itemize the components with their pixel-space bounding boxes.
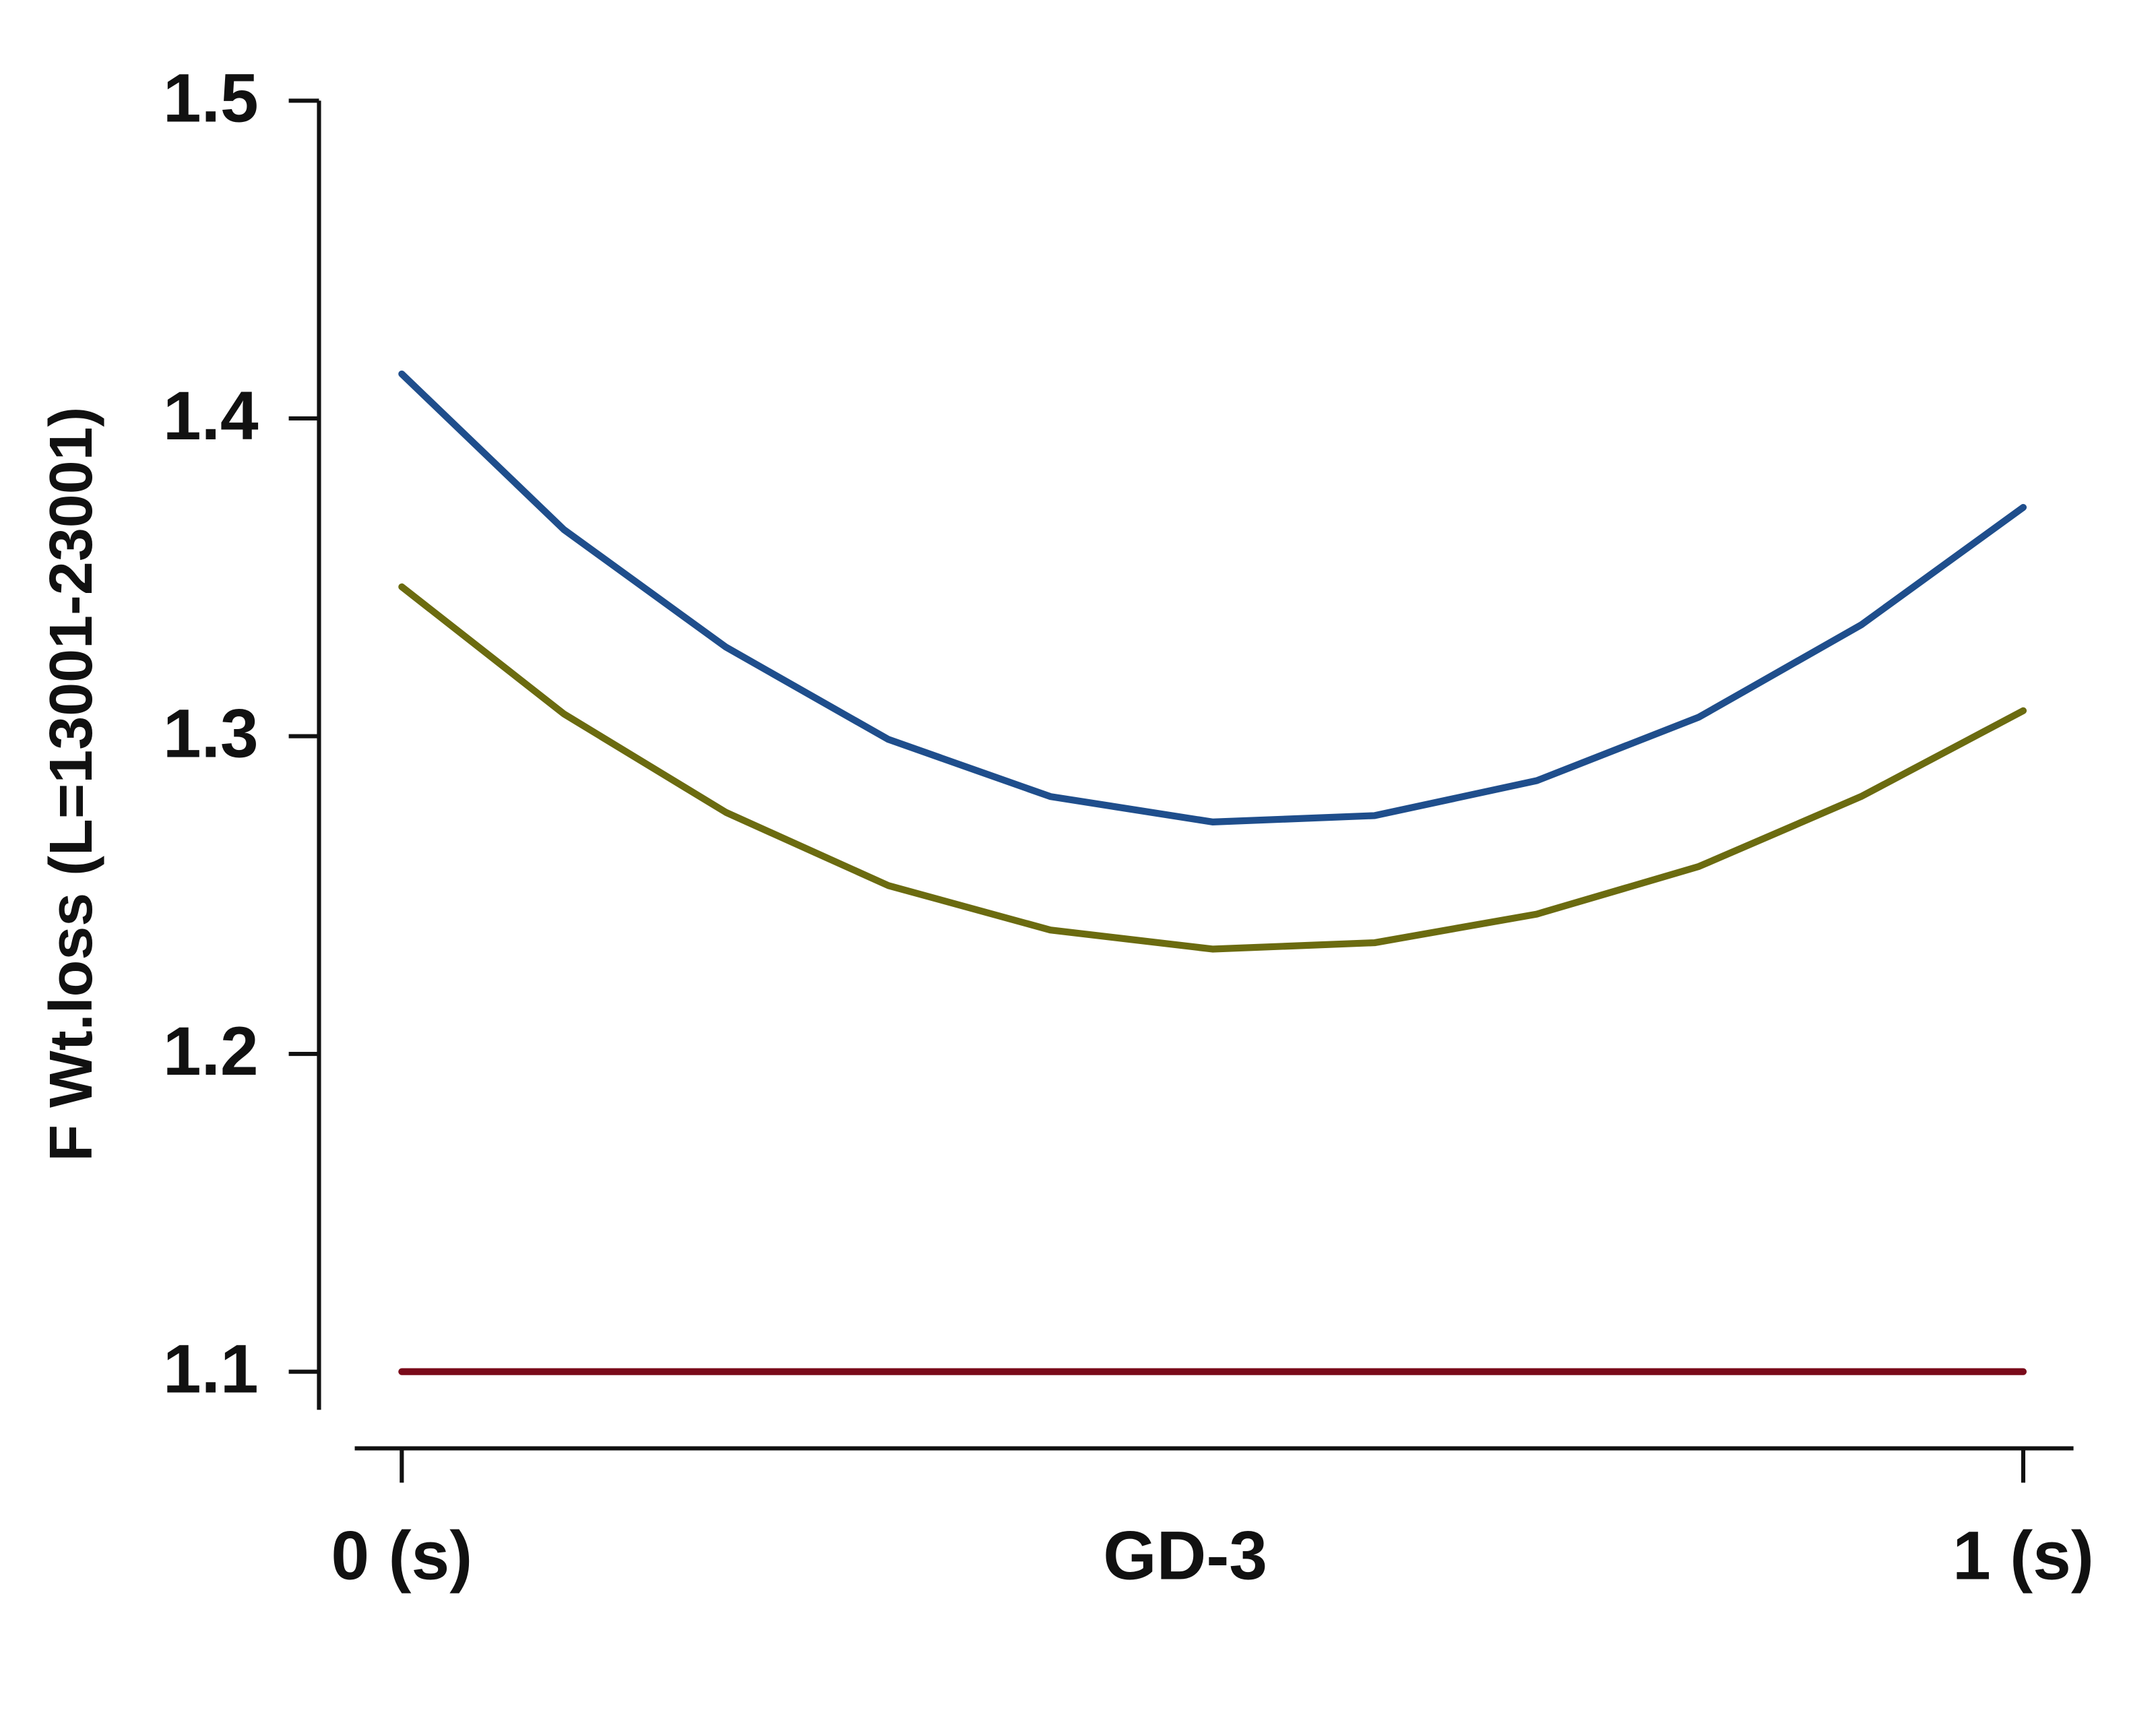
x-tick-label: 0 (s) [331, 1517, 472, 1594]
y-tick-label: 1.4 [163, 377, 259, 454]
x-axis-label: GD-3 [1103, 1517, 1267, 1594]
y-tick-label: 1.5 [163, 59, 259, 136]
x-tick-label: 1 (s) [1953, 1517, 2094, 1594]
y-tick-label: 1.3 [163, 695, 259, 772]
y-tick-label: 1.1 [163, 1331, 259, 1408]
y-axis-label: F Wt.loss (L=13001-23001) [38, 407, 105, 1162]
y-tick-label: 1.2 [163, 1013, 259, 1090]
series-line [398, 583, 2027, 953]
series-line [398, 370, 2027, 825]
